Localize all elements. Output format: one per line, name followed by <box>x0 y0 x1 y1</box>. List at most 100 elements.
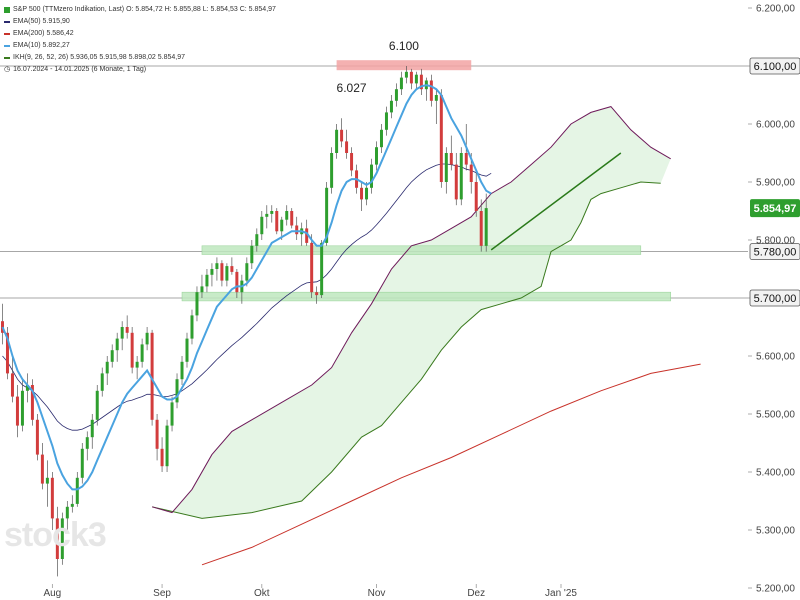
candle <box>260 211 264 240</box>
trendline <box>490 152 622 251</box>
candle <box>0 303 4 345</box>
candle-body <box>404 71 408 78</box>
legend-ema50-row[interactable]: EMA(50) 5.915,90 <box>4 16 276 28</box>
candle-body <box>285 211 289 220</box>
ichimoku-cloud <box>152 106 671 519</box>
candle-body <box>230 266 234 272</box>
candle <box>275 208 279 235</box>
price-badge-1: 5.780,00 <box>749 243 800 260</box>
candle-body <box>25 385 29 391</box>
candle <box>315 286 319 304</box>
candle-body <box>245 263 249 281</box>
candle <box>135 356 139 380</box>
ema50-line <box>2 163 492 431</box>
candle-body <box>315 292 319 296</box>
candle <box>175 373 179 409</box>
candle-body <box>255 234 259 246</box>
candle <box>449 135 453 171</box>
x-tick-label: Okt <box>254 588 270 599</box>
candle <box>165 419 169 472</box>
legend-ema200: EMA(200) 5.586,42 <box>13 30 74 37</box>
candle-body <box>130 332 134 368</box>
candle <box>170 396 174 432</box>
candle <box>210 263 214 287</box>
candle-body <box>155 419 159 449</box>
candle-body <box>125 327 129 333</box>
candle-body <box>80 448 84 478</box>
ema10-swatch-icon <box>4 45 10 47</box>
candle <box>360 182 364 211</box>
candle-body <box>479 211 483 246</box>
x-tick-label: Nov <box>368 588 386 599</box>
candle-body <box>295 225 299 235</box>
candle-body <box>464 153 468 165</box>
last-price-box <box>750 199 800 218</box>
candle <box>300 222 304 246</box>
candle-body <box>260 216 264 235</box>
candle <box>180 356 184 385</box>
legend-range: 16.07.2024 - 14.01.2025 (6 Monate, 1 Tag… <box>13 66 147 73</box>
price-badge-text: 5.780,00 <box>754 247 797 259</box>
y-tick-label: 5.200,00 <box>756 584 795 595</box>
candle-body <box>394 89 398 101</box>
candle <box>340 118 344 148</box>
candle <box>439 89 443 188</box>
candle-body <box>45 477 49 484</box>
legend-ema200-row[interactable]: EMA(200) 5.586,42 <box>4 28 276 40</box>
y-tick-label: 5.800,00 <box>756 236 795 247</box>
candle <box>350 147 354 177</box>
candle <box>250 240 254 269</box>
candle-body <box>474 182 478 211</box>
candle <box>399 71 403 95</box>
candle-body <box>290 211 294 226</box>
legend-ichimoku: IKH(9, 26, 52, 26) 5.936,05 5.915,98 5.8… <box>13 54 186 61</box>
x-tick-label: Jan '25 <box>545 588 577 599</box>
resistance-zone <box>336 60 472 71</box>
candle <box>429 74 433 107</box>
candle-body <box>384 112 388 130</box>
x-tick-label: Dez <box>467 588 485 599</box>
candle <box>15 385 19 438</box>
candle <box>70 495 74 513</box>
price-badge-2: 5.700,00 <box>749 289 800 307</box>
y-tick-label: 5.300,00 <box>756 526 795 537</box>
legend-ema10: EMA(10) 5.892,27 <box>13 42 70 49</box>
candle-body <box>150 332 154 420</box>
candle <box>370 158 374 194</box>
candle-body <box>235 271 239 293</box>
legend-ema10-row[interactable]: EMA(10) 5.892,27 <box>4 40 276 52</box>
candle <box>310 234 314 298</box>
candle <box>45 460 49 507</box>
candle-body <box>90 419 94 438</box>
candle-body <box>60 518 64 559</box>
candle <box>454 153 458 206</box>
candle <box>10 356 14 403</box>
candle-body <box>265 213 269 217</box>
candle-body <box>200 286 204 293</box>
candle-body <box>270 211 274 214</box>
candle-body <box>305 228 309 243</box>
candle-body <box>374 147 378 165</box>
candle <box>85 431 89 461</box>
candle <box>5 327 9 380</box>
candle-body <box>40 454 44 484</box>
candle <box>409 68 413 90</box>
y-tick-label: 5.900,00 <box>756 178 795 189</box>
candle-body <box>10 373 14 397</box>
candle-body <box>30 385 34 420</box>
candle <box>285 205 289 226</box>
candle <box>25 373 29 403</box>
candle-body <box>360 187 364 200</box>
legend-title: S&P 500 (TTMzero Indikation, Last) O: 5.… <box>13 6 276 13</box>
candle-body <box>325 187 329 243</box>
y-tick-label: 5.600,00 <box>756 352 795 363</box>
candle <box>215 257 219 281</box>
candle <box>379 124 383 153</box>
candle-body <box>5 332 9 374</box>
legend-ichimoku-row[interactable]: IKH(9, 26, 52, 26) 5.936,05 5.915,98 5.8… <box>4 52 276 64</box>
candle-body <box>350 153 354 171</box>
candle-body <box>280 219 284 232</box>
candle <box>155 414 159 461</box>
